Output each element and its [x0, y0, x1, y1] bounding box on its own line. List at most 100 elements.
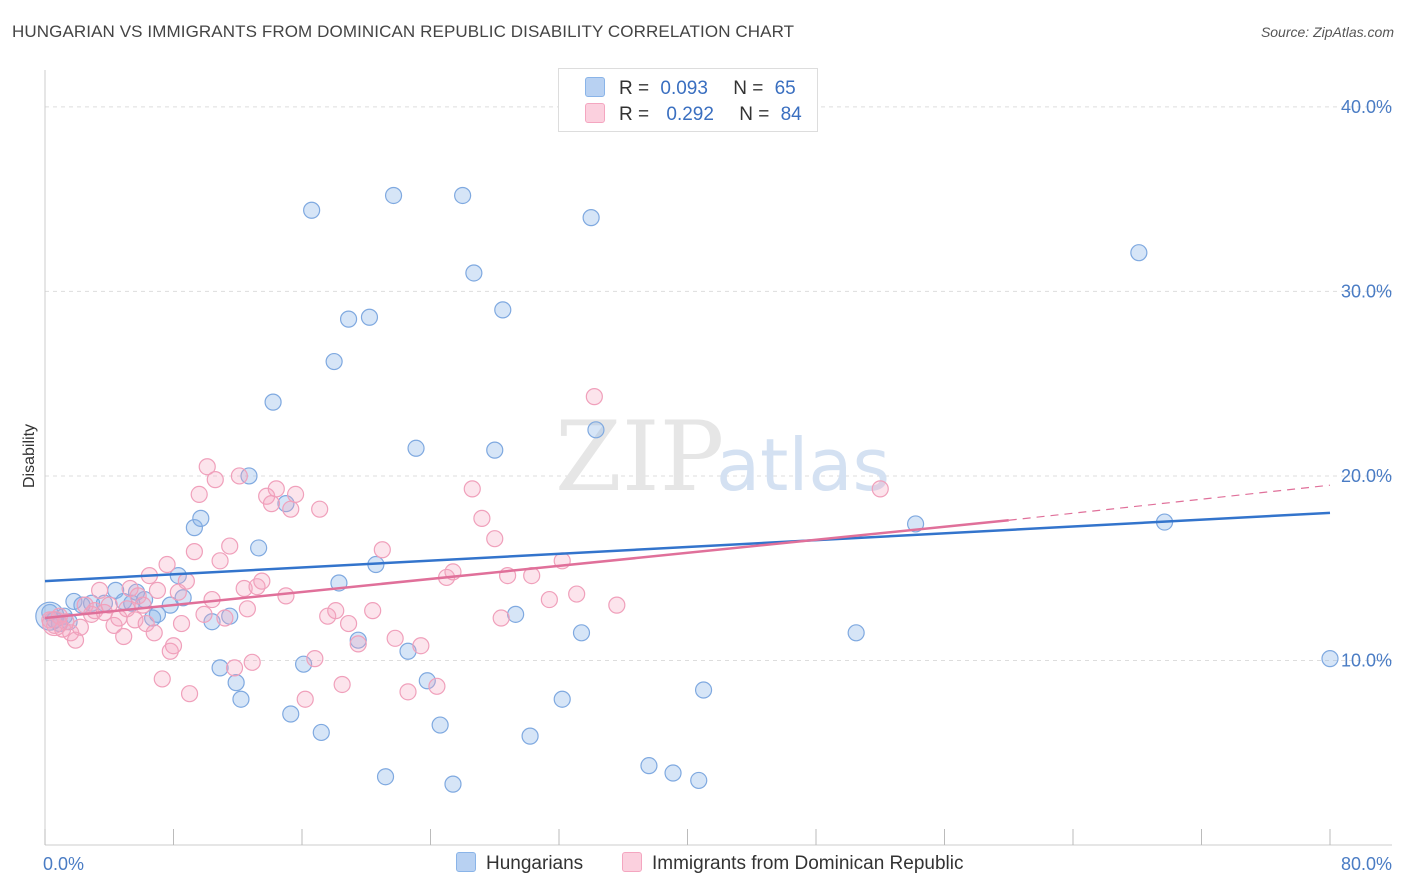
- data-point-hungarians: [240, 467, 258, 485]
- data-point-dominican: [148, 581, 167, 599]
- data-point-hungarians: [486, 441, 504, 459]
- bottom-legend-dominican: Immigrants from Dominican Republic: [622, 852, 964, 875]
- data-point-dominican: [306, 650, 324, 668]
- data-point-hungarians: [339, 310, 358, 328]
- data-point-hungarians: [349, 631, 367, 649]
- watermark-atlas: atlas: [716, 423, 890, 507]
- x-tick-label: 80.0%: [1341, 854, 1392, 874]
- data-point-hungarians: [174, 589, 192, 607]
- watermark: ZIP atlas: [555, 401, 890, 513]
- y-tick-labels: 10.0% 20.0% 30.0% 40.0%: [1341, 97, 1392, 671]
- legend-swatch-hungarians: [585, 77, 605, 97]
- data-point-hungarians: [312, 723, 330, 742]
- data-point-hungarians: [407, 439, 425, 457]
- data-point-dominican: [134, 596, 152, 614]
- data-point-hungarians: [572, 624, 591, 642]
- data-point-dominican: [428, 677, 446, 695]
- data-point-dominican: [211, 552, 229, 570]
- trend-line-dominican: [44, 518, 1009, 620]
- grid-lines: [45, 106, 1392, 661]
- x-tick-labels: 0.0% 80.0%: [43, 854, 1392, 874]
- legend-swatch-dominican: [585, 103, 605, 123]
- data-point-dominican: [153, 670, 171, 688]
- data-point-dominican: [126, 611, 144, 629]
- data-point-hungarians: [664, 764, 682, 782]
- data-point-dominican: [473, 509, 491, 527]
- data-point-dominican: [373, 541, 391, 559]
- data-point-hungarians: [553, 690, 571, 708]
- data-point-dominican: [115, 627, 133, 646]
- bottom-legend-label-dominican: Immigrants from Dominican Republic: [652, 853, 964, 874]
- data-point-dominican: [198, 458, 216, 476]
- legend-n-label: N =: [733, 78, 764, 99]
- data-point-dominican: [492, 609, 510, 627]
- data-point-hungarians: [264, 393, 282, 411]
- legend-row-dominican: R = 0.292 N = 84: [585, 103, 802, 127]
- data-point-dominican: [871, 480, 889, 498]
- trend-line-hungarians: [44, 511, 1331, 583]
- data-point-dominican: [463, 480, 481, 498]
- data-point-dominican: [216, 609, 234, 627]
- data-point-dominican: [568, 585, 586, 603]
- data-point-dominican: [386, 629, 404, 647]
- legend-row-hungarians: R = 0.093 N = 65: [585, 77, 796, 101]
- data-point-hungarians: [376, 768, 395, 786]
- data-point-hungarians: [1321, 650, 1339, 668]
- data-point-dominican: [190, 485, 208, 504]
- data-point-dominican: [91, 581, 109, 599]
- data-point-hungarians: [250, 539, 268, 557]
- data-point-hungarians: [211, 659, 229, 677]
- data-point-dominican: [230, 467, 248, 485]
- data-point-dominican: [327, 602, 345, 620]
- data-point-dominican: [364, 602, 382, 620]
- data-point-hungarians: [582, 209, 600, 227]
- data-point-dominican: [286, 485, 305, 504]
- data-point-hungarians: [399, 642, 417, 660]
- data-point-hungarians: [192, 509, 210, 527]
- data-point-dominican: [540, 590, 558, 609]
- data-point-hungarians: [384, 186, 403, 205]
- data-point-hungarians: [694, 681, 713, 699]
- data-point-dominican: [66, 631, 85, 649]
- data-point-hungarians: [640, 757, 658, 775]
- data-point-dominican: [585, 388, 603, 406]
- data-point-dominican: [172, 614, 191, 633]
- legend-r-label: R =: [619, 78, 650, 99]
- y-axis-label: Disability: [21, 424, 38, 488]
- legend-r-value: 0.093: [660, 78, 708, 99]
- x-tick-label: 0.0%: [43, 854, 84, 874]
- data-point-hungarians: [454, 186, 472, 205]
- data-point-hungarians: [847, 624, 865, 642]
- data-point-hungarians: [690, 771, 708, 790]
- data-point-hungarians: [232, 690, 250, 708]
- y-tick-label: 10.0%: [1341, 650, 1392, 670]
- data-point-dominican: [206, 471, 224, 489]
- data-point-dominican: [185, 543, 203, 561]
- data-point-dominican: [311, 500, 329, 518]
- data-point-hungarians: [906, 515, 925, 533]
- data-point-dominican: [164, 637, 183, 655]
- data-point-dominican: [221, 537, 239, 555]
- chart-title: HUNGARIAN VS IMMIGRANTS FROM DOMINICAN R…: [12, 22, 795, 41]
- data-point-hungarians: [303, 201, 321, 219]
- bottom-legend-swatch-hungarians: [456, 852, 476, 872]
- data-point-hungarians: [227, 674, 245, 692]
- y-tick-label: 30.0%: [1341, 281, 1392, 301]
- data-point-dominican: [296, 690, 314, 708]
- data-point-hungarians: [587, 421, 605, 439]
- data-point-hungarians: [295, 655, 313, 673]
- data-point-dominican: [399, 683, 417, 701]
- data-point-dominican: [195, 605, 213, 623]
- bottom-legend-hungarians: Hungarians: [456, 852, 583, 875]
- data-point-dominican: [238, 600, 256, 618]
- data-point-dominican: [177, 572, 195, 590]
- data-point-dominican: [253, 572, 271, 590]
- data-point-dominican: [161, 642, 179, 660]
- data-point-dominican: [412, 637, 430, 655]
- legend-box: R = 0.093 N = 65 R = 0.292 N = 84: [558, 68, 818, 132]
- bottom-legend-label-hungarians: Hungarians: [486, 853, 584, 874]
- data-point-hungarians: [1130, 244, 1148, 262]
- data-point-dominican: [277, 587, 295, 605]
- data-point-hungarians: [185, 519, 203, 537]
